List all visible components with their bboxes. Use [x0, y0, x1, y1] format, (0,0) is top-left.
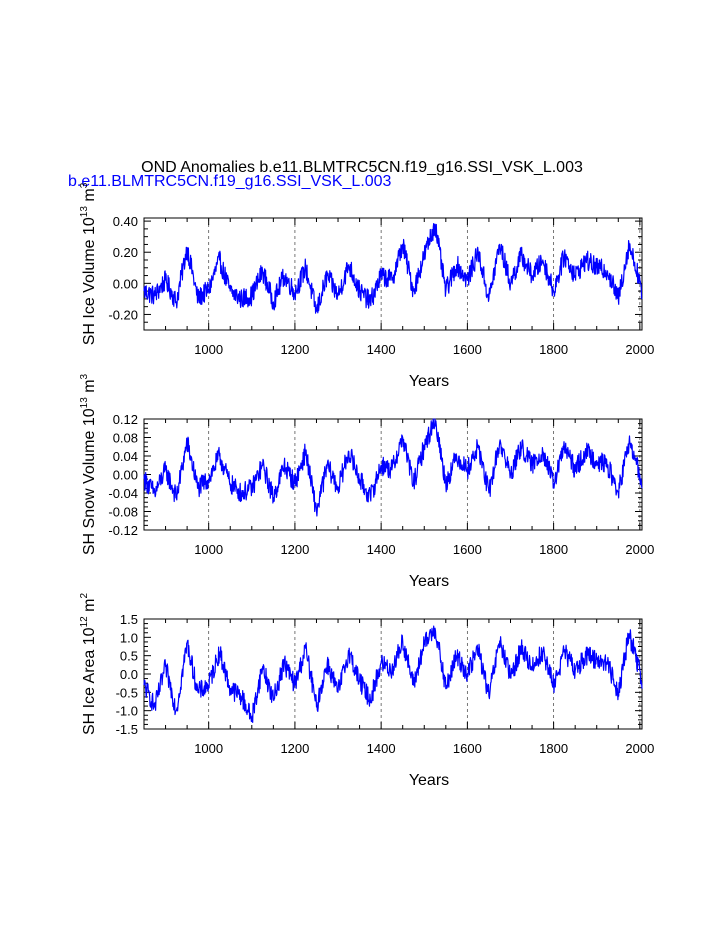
y-axis-title: SH Ice Area 1012 m2 [79, 593, 98, 736]
y-tick-label: 0.00 [113, 468, 138, 483]
y-tick-label: 0.08 [113, 431, 138, 446]
y-tick-label: 0.40 [113, 214, 138, 229]
series-line [143, 223, 643, 314]
chart-panel-3: 1000 1200 1400 1600 1800 2000 -1.5 -1.0 -0.5 0.0 0… [79, 593, 654, 789]
y-tick-label: -0.5 [116, 685, 138, 700]
series-line [143, 625, 643, 724]
y-tick-label: 0.12 [113, 412, 138, 427]
y-tick-label: -0.08 [108, 505, 138, 520]
y-axis-title: SH Ice Volume 1013 m3 [79, 182, 98, 345]
figure-title: OND Anomalies b.e11.BLMTRC5CN.f19_g16.SS… [141, 159, 583, 176]
x-tick-label: 1800 [539, 741, 568, 756]
y-tick-label: -1.0 [116, 704, 138, 719]
x-tick-label: 2000 [625, 542, 654, 557]
figure-subtitle: b.e11.BLMTRC5CN.f19_g16.SSI_VSK_L.003 [68, 173, 392, 190]
x-tick-label: 1000 [194, 342, 223, 357]
x-tick-label: 1800 [539, 542, 568, 557]
plot-frame [143, 418, 643, 531]
series-line [143, 418, 643, 517]
y-tick-label: 0.5 [120, 649, 138, 664]
plot-frame [143, 217, 643, 331]
y-tick-label: 0.04 [113, 449, 138, 464]
chart-panels: 1000 1200 1400 1600 1800 2000 -0.20 0.00 0.20 0.4… [79, 182, 654, 789]
x-tick-label: 1000 [194, 741, 223, 756]
x-tick-label: 1400 [367, 741, 396, 756]
x-tick-label: 1400 [367, 342, 396, 357]
y-axis-title: SH Snow Volume 1013 m3 [79, 373, 98, 555]
y-tick-label: 1.5 [120, 612, 138, 627]
x-tick-label: 1600 [453, 741, 482, 756]
x-tick-label: 1800 [539, 342, 568, 357]
y-tick-label: -0.12 [108, 523, 138, 538]
y-tick-label: 0.20 [113, 245, 138, 260]
x-tick-label: 1200 [280, 542, 309, 557]
chart-panel-2: 1000 1200 1400 1600 1800 2000 -0.12 -0.08 -0.04 0… [79, 373, 654, 590]
y-tick-label: 0.0 [120, 667, 138, 682]
x-axis-title: Years [409, 772, 449, 789]
x-tick-label: 1200 [280, 342, 309, 357]
chart-panel-1: 1000 1200 1400 1600 1800 2000 -0.20 0.00 0.20 0.4… [79, 182, 654, 390]
y-tick-label: 1.0 [120, 630, 138, 645]
x-tick-label: 1200 [280, 741, 309, 756]
x-tick-label: 2000 [625, 342, 654, 357]
y-tick-label: 0.00 [113, 276, 138, 291]
x-axis-title: Years [409, 573, 449, 590]
x-axis-title: Years [409, 373, 449, 390]
x-tick-label: 2000 [625, 741, 654, 756]
x-tick-label: 1600 [453, 542, 482, 557]
x-tick-label: 1600 [453, 342, 482, 357]
x-tick-label: 1400 [367, 542, 396, 557]
y-tick-label: -0.04 [108, 486, 138, 501]
y-tick-label: -0.20 [108, 307, 138, 322]
x-tick-label: 1000 [194, 542, 223, 557]
y-tick-label: -1.5 [116, 722, 138, 737]
